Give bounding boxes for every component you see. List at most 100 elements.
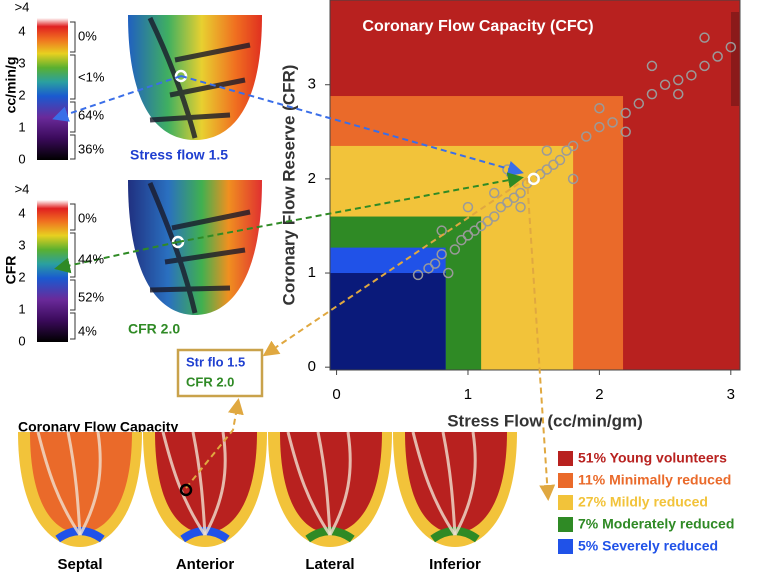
- legend-label: 7% Moderately reduced: [578, 516, 734, 532]
- legend-swatch: [558, 495, 573, 510]
- colorbar-percent: 44%: [78, 251, 104, 266]
- point: [659, 79, 671, 90]
- cfr-caption: CFR 2.0: [128, 321, 180, 337]
- vessel: [411, 431, 457, 536]
- x-tick-label: 3: [727, 386, 735, 403]
- point: [462, 201, 474, 213]
- cfr-axis-label: CFR: [3, 256, 19, 285]
- scroll-bar: [731, 12, 739, 106]
- point: [672, 88, 684, 100]
- point: [620, 126, 631, 138]
- y-tick-label: 3: [308, 76, 316, 93]
- legend-swatch: [558, 517, 573, 532]
- legend-label: 27% Mildly reduced: [578, 494, 708, 510]
- brackets: [70, 21, 76, 340]
- stress-caption: Stress flow 1.5: [130, 147, 228, 163]
- vessel: [161, 431, 207, 536]
- point: [607, 117, 618, 128]
- point: [699, 32, 710, 43]
- point: [412, 269, 424, 281]
- cfr-colorbar: [37, 200, 68, 342]
- point: [541, 145, 553, 156]
- colorbar-percent: 0%: [78, 210, 97, 225]
- vessel: [316, 431, 332, 536]
- point: [567, 140, 579, 152]
- heart-map-core: [405, 432, 507, 533]
- callout-line: Str flo 1.5: [186, 354, 245, 369]
- stress-heart: [128, 15, 262, 140]
- x-tick-label: 0: [332, 386, 340, 403]
- y-tick-label: 1: [308, 264, 316, 281]
- view-label: Inferior: [429, 556, 481, 573]
- colorbar-tick-label: >4: [15, 181, 30, 196]
- point: [725, 41, 737, 53]
- legend-label: 5% Severely reduced: [578, 538, 718, 554]
- point: [449, 244, 461, 255]
- chart-title: Coronary Flow Capacity (CFC): [362, 18, 593, 35]
- legend-swatch: [558, 539, 573, 554]
- x-tick-label: 2: [595, 386, 603, 403]
- plot-frame: [329, 0, 741, 371]
- y-tick-label: 0: [308, 358, 316, 375]
- vessel: [328, 431, 352, 536]
- point: [581, 131, 592, 142]
- point: [515, 187, 526, 199]
- y-axis-title: Coronary Flow Reserve (CFR): [279, 65, 298, 306]
- legend-swatch: [558, 451, 573, 466]
- point: [646, 60, 658, 72]
- map-point: [179, 483, 193, 497]
- heart-map-core: [30, 432, 132, 533]
- point: [672, 74, 684, 86]
- point: [443, 267, 454, 279]
- legend-swatch: [558, 473, 573, 488]
- heart-map-core: [155, 432, 257, 533]
- point: [699, 60, 710, 72]
- colorbar-tick-label: 3: [18, 237, 25, 252]
- colorbar-tick-label: 2: [18, 269, 25, 284]
- point: [594, 103, 605, 114]
- view-label: Lateral: [305, 556, 354, 573]
- colorbar-tick-label: 1: [18, 119, 25, 134]
- point: [429, 258, 441, 269]
- legend-label: 11% Minimally reduced: [578, 472, 731, 488]
- point: [686, 70, 697, 81]
- vessel: [191, 431, 207, 536]
- arrows: [52, 75, 556, 501]
- vessel: [78, 431, 102, 536]
- colorbar-tick-label: 4: [18, 205, 25, 220]
- view-label: Septal: [57, 556, 102, 573]
- point: [633, 98, 645, 109]
- point: [489, 211, 500, 222]
- colorbar-percent: 36%: [78, 141, 104, 156]
- plot: 0 1 2 3 0 1 2 3 Coronary Flow Capacity (CFC) Stre…: [279, 0, 741, 430]
- colorbar-percent: 0%: [78, 28, 97, 43]
- highlight-point: [527, 172, 540, 186]
- heart-map-core: [280, 432, 382, 533]
- point: [646, 88, 658, 100]
- stress-point: [174, 69, 188, 83]
- point: [712, 51, 723, 62]
- colorbar-tick-label: 4: [18, 23, 25, 38]
- callout-line: CFR 2.0: [186, 374, 234, 389]
- view-label: Anterior: [176, 556, 235, 573]
- colorbar-tick-label: >4: [15, 0, 30, 14]
- vessel: [66, 431, 82, 536]
- colorbar-tick-label: 3: [18, 55, 25, 70]
- colorbar-tick-label: 0: [18, 333, 25, 348]
- colorbar-percent: 64%: [78, 107, 104, 122]
- y-tick-label: 2: [308, 170, 316, 187]
- colorbar-tick-label: 2: [18, 87, 25, 102]
- point: [436, 248, 447, 260]
- legend: 51% Young volunteers 11% Minimally reduce…: [558, 450, 734, 554]
- stress-colorbar: [37, 18, 68, 160]
- stress-axis-label: cc/min/g: [3, 57, 19, 114]
- point: [594, 121, 605, 133]
- maps-title: Coronary Flow Capacity: [18, 419, 178, 435]
- vessel: [36, 431, 82, 536]
- point: [489, 187, 500, 199]
- vessel: [453, 431, 477, 536]
- colorbar-percent: 52%: [78, 289, 104, 304]
- vessel: [286, 431, 332, 536]
- point: [620, 107, 631, 119]
